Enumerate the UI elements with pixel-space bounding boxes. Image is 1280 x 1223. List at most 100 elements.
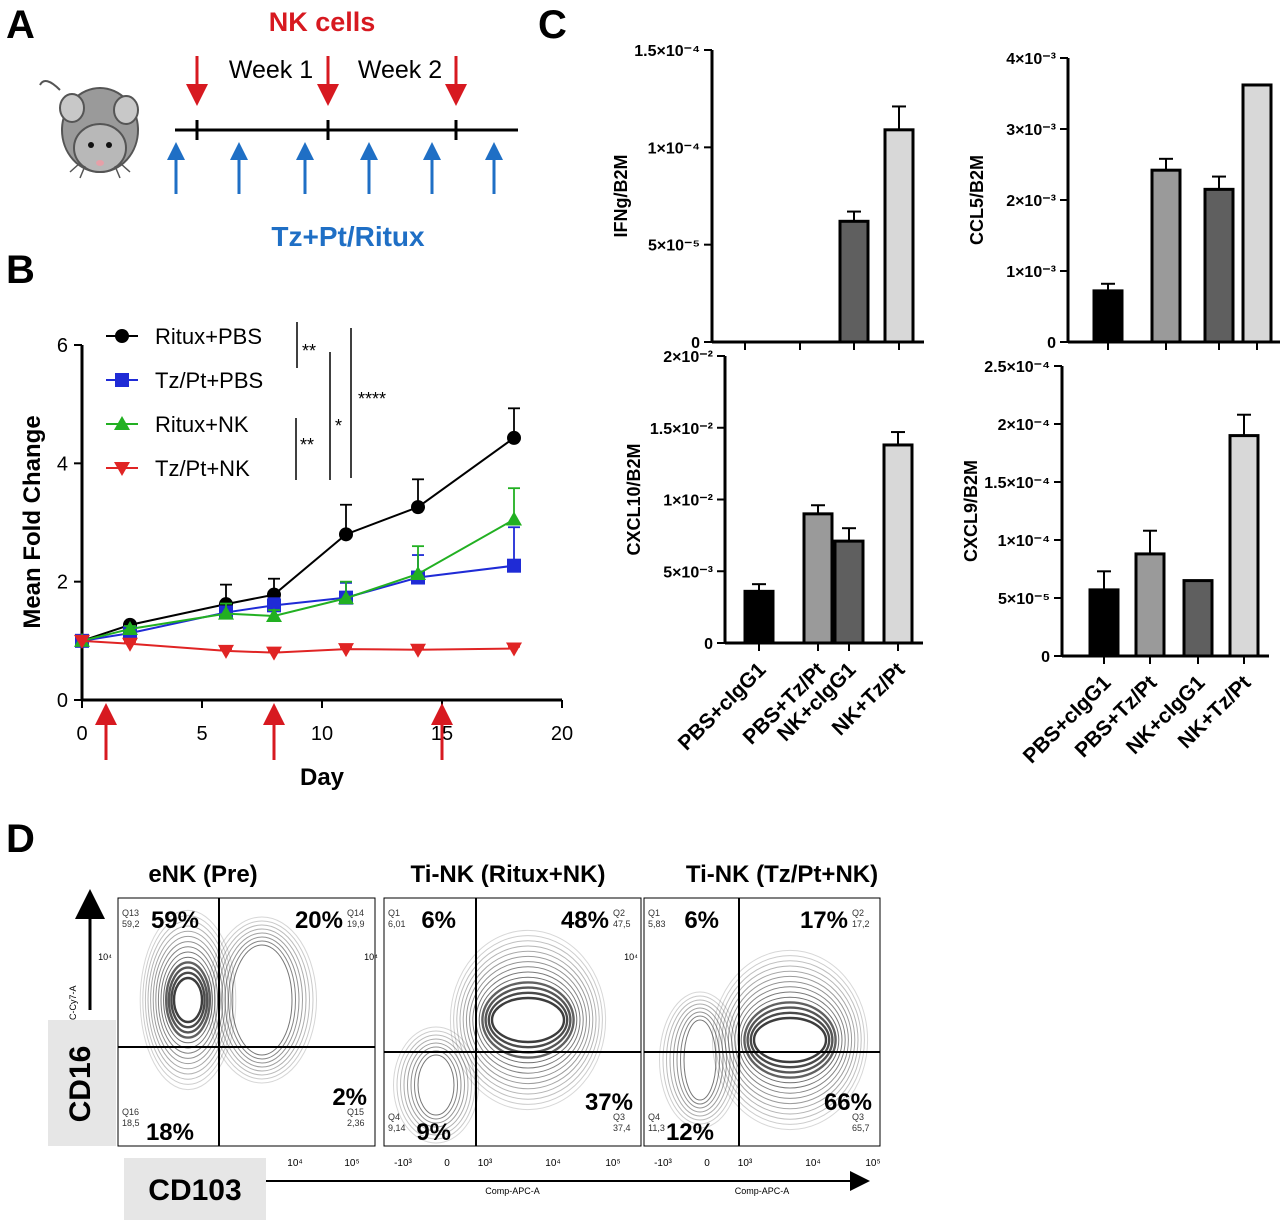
data-point [411, 500, 425, 515]
series-tz-pt-pbs [75, 526, 521, 648]
contour-ring [669, 1003, 731, 1117]
red-arrow-icon [445, 84, 467, 106]
contour-ring [746, 1006, 834, 1074]
blue-arrow-icon [423, 142, 441, 160]
panel-letter-a: A [6, 3, 35, 47]
panel-letter-b: B [6, 248, 35, 292]
y-tick-label: 1×10⁻⁴ [998, 533, 1050, 550]
data-point [507, 558, 521, 573]
contour-ring [459, 945, 597, 1095]
data-point [506, 642, 522, 657]
plot-title: eNK (Pre) [148, 861, 257, 888]
contour-ring [170, 971, 206, 1029]
plot-frame [383, 897, 642, 1147]
nk-day-arrow-icon [263, 703, 285, 725]
x-tick-label: 10⁵ [865, 1158, 880, 1169]
contour-ring [731, 981, 849, 1099]
x-axis-title: Day [300, 764, 345, 791]
x-tick-label: 10⁴ [805, 1158, 820, 1169]
bar [1092, 289, 1124, 344]
plot-title: Ti-NK (Tz/Pt+NK) [686, 861, 878, 888]
contour-ring [157, 946, 219, 1054]
x-channel-label: Comp-APC-A [735, 1186, 790, 1196]
y-tick-label: 6 [57, 335, 68, 357]
legend-label: Tz/Pt+PBS [155, 368, 263, 393]
contour-ring [465, 955, 591, 1085]
contour-ring [231, 944, 293, 1056]
contour-ring [711, 949, 869, 1131]
sig-ritux-pbs-vs-tzpt-pbs: ** [302, 341, 316, 361]
data-point [410, 643, 426, 658]
contour-ring [469, 961, 587, 1079]
legend-marker [115, 373, 129, 387]
legend-marker [114, 462, 130, 476]
quadrant-name: Q2 [852, 908, 864, 918]
contour-ring [221, 932, 303, 1068]
contour-ring [456, 940, 600, 1100]
contour-ring [142, 915, 234, 1085]
contour-ring [487, 991, 569, 1049]
treatment-label: Tz+Pt/Ritux [271, 221, 425, 252]
contour-ring [417, 1054, 455, 1116]
quadrant-name: Q14 [347, 908, 364, 918]
bar [833, 539, 865, 645]
quadrant-name: Q3 [852, 1112, 864, 1122]
series-line [81, 639, 515, 654]
quadrant-percentage: 17% [800, 907, 848, 934]
cd103-label-box [124, 1158, 266, 1220]
contour-ring [167, 966, 209, 1034]
quadrant-value: 17,2 [852, 919, 870, 929]
contour-ring [172, 976, 204, 1024]
y-tick-label: 4×10⁻³ [1006, 51, 1056, 68]
quadrant-name: Q16 [122, 1107, 139, 1117]
sig-ritux-nk-vs-tzpt-nk: ** [300, 435, 314, 455]
blue-arrow-icon [485, 142, 503, 160]
quadrant-percentage: 66% [824, 1089, 872, 1116]
bar [1228, 434, 1260, 658]
x-tick-label: -10³ [654, 1158, 672, 1169]
blue-arrow-icon [296, 142, 314, 160]
quadrant-value: 65,7 [852, 1123, 870, 1133]
y-tick-label: 1.5×10⁻⁴ [984, 475, 1050, 492]
data-point [339, 527, 353, 542]
contour-ring [740, 996, 840, 1084]
x-tick-label: 10 [311, 723, 333, 745]
series-ritux-nk [74, 487, 522, 647]
y-tick-label: 2×10⁻² [663, 349, 713, 366]
bar [802, 512, 834, 645]
quadrant-value: 2,36 [347, 1118, 365, 1128]
quadrant-percentage: 12% [666, 1119, 714, 1146]
contour-ring [210, 920, 314, 1080]
y-tick-label: 0 [704, 636, 713, 653]
contour-ring [659, 991, 741, 1129]
y-tick-label: 10⁴ [98, 952, 112, 962]
week2-label: Week 2 [358, 56, 442, 84]
legend-marker [114, 416, 130, 430]
quadrant-percentage: 20% [295, 907, 343, 934]
contour-ring [680, 1015, 720, 1105]
bar [1203, 187, 1235, 344]
nk-day-arrow-icon [95, 703, 117, 725]
legend-label: Ritux+PBS [155, 324, 262, 349]
x-tick-label: 0 [444, 1158, 450, 1169]
y-tick-label: 1×10⁻³ [1006, 264, 1056, 281]
contour-ring [749, 1011, 831, 1069]
y-tick-label: 2.5×10⁻⁴ [984, 359, 1050, 376]
contour-ring [403, 1038, 469, 1132]
contour-ring [734, 986, 846, 1094]
y-tick-label: 0 [691, 335, 700, 352]
contour-density [659, 949, 869, 1131]
quadrant-name: Q4 [388, 1112, 400, 1122]
quadrant-name: Q2 [613, 908, 625, 918]
data-point [122, 637, 138, 652]
bar [882, 443, 914, 645]
contour-ring [407, 1042, 465, 1128]
y-tick-label: 2×10⁻⁴ [998, 417, 1050, 434]
contour-ring [727, 975, 853, 1105]
quadrant-percentage: 59% [151, 907, 199, 934]
